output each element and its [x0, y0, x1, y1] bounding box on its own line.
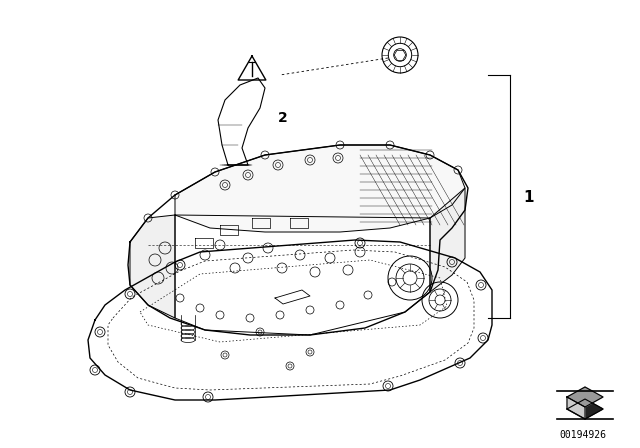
Polygon shape — [128, 145, 468, 335]
Polygon shape — [567, 397, 585, 419]
Polygon shape — [567, 399, 603, 419]
Text: 2: 2 — [278, 111, 288, 125]
Polygon shape — [130, 215, 175, 318]
Polygon shape — [567, 387, 603, 407]
Polygon shape — [175, 145, 465, 232]
Text: 00194926: 00194926 — [559, 430, 607, 440]
Polygon shape — [430, 188, 465, 292]
Text: 1: 1 — [523, 190, 534, 204]
Polygon shape — [88, 240, 492, 400]
